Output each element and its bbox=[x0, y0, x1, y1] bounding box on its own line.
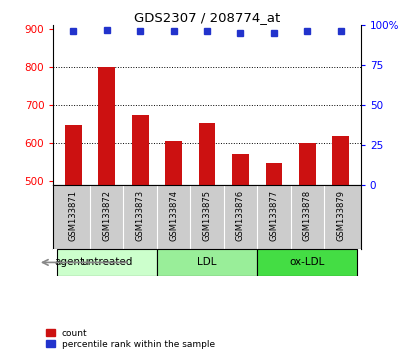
Text: GSM133879: GSM133879 bbox=[335, 190, 344, 241]
Text: agent: agent bbox=[54, 257, 84, 267]
Bar bbox=[157, 249, 256, 276]
Text: untreated: untreated bbox=[81, 257, 132, 267]
Text: GSM133875: GSM133875 bbox=[202, 190, 211, 241]
Text: GSM133872: GSM133872 bbox=[102, 190, 111, 241]
Text: GSM133874: GSM133874 bbox=[169, 190, 178, 241]
Legend: count, percentile rank within the sample: count, percentile rank within the sample bbox=[45, 328, 215, 349]
Bar bbox=[231, 154, 248, 185]
Bar bbox=[65, 125, 81, 185]
Bar bbox=[298, 143, 315, 185]
Text: LDL: LDL bbox=[197, 257, 216, 267]
Text: ox-LDL: ox-LDL bbox=[289, 257, 324, 267]
Text: GSM133876: GSM133876 bbox=[236, 190, 244, 241]
Bar bbox=[98, 67, 115, 185]
Text: GSM133871: GSM133871 bbox=[69, 190, 78, 241]
Text: GSM133878: GSM133878 bbox=[302, 190, 311, 241]
Bar bbox=[56, 249, 157, 276]
Bar bbox=[198, 123, 215, 185]
Text: GSM133873: GSM133873 bbox=[135, 190, 144, 241]
Bar bbox=[256, 249, 357, 276]
Text: GSM133877: GSM133877 bbox=[269, 190, 278, 241]
Bar bbox=[132, 115, 148, 185]
Bar bbox=[265, 162, 281, 185]
Bar bbox=[165, 141, 182, 185]
Title: GDS2307 / 208774_at: GDS2307 / 208774_at bbox=[134, 11, 279, 24]
Bar bbox=[332, 136, 348, 185]
